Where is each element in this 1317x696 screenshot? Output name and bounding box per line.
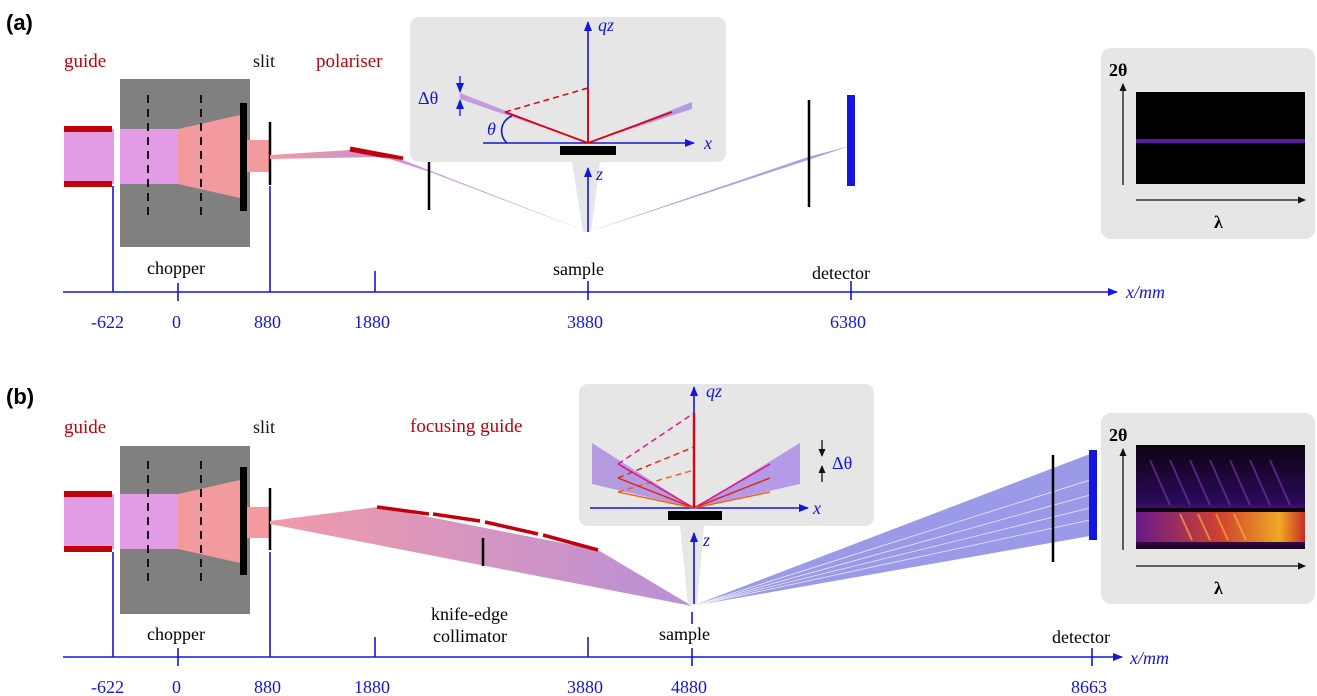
tick-label-b-6: 8663 — [1071, 677, 1107, 696]
inset-a: qz x θ Δθ z — [410, 15, 726, 232]
axis-b: -622 0 880 1880 3880 4880 8663 x/mm — [63, 552, 1169, 696]
tick-label-b-1: 0 — [172, 677, 181, 696]
detector-image-a-line — [1136, 139, 1305, 143]
tick-label-a-2: 880 — [254, 312, 281, 332]
detector-image-b-band-fringes — [1179, 513, 1247, 541]
inset-b-kf-3 — [693, 491, 771, 509]
sample-label-b: sample — [659, 624, 710, 644]
guide-beam-b — [64, 494, 114, 549]
panel-a-label: (a) — [6, 10, 33, 35]
chopper-beam-salmon — [178, 115, 240, 198]
inset-b-incident-fan — [592, 443, 694, 508]
inset-b-q-construction-1 — [617, 412, 695, 465]
inset-b-qz-label: qz — [706, 381, 722, 401]
inset-a-qz-label: qz — [598, 15, 614, 35]
guide-top-wall — [64, 126, 112, 132]
detector-label-b: detector — [1052, 627, 1110, 647]
axis-a-label: x/mm — [1125, 282, 1165, 302]
inset-b-ki-1 — [617, 463, 695, 509]
tick-label-b-5: 4880 — [671, 677, 707, 696]
inset-a-ki — [504, 111, 589, 144]
panel-b: (b) guide chopper slit focusing guide kn… — [6, 381, 1315, 696]
slit-beam-b — [247, 507, 270, 538]
slit-label-b: slit — [253, 417, 275, 437]
chopper-exit-slit-b — [240, 467, 247, 575]
chopper-beam-salmon-b — [178, 480, 240, 563]
polariser-label: polariser — [316, 51, 383, 72]
inset-b-dtheta-label: Δθ — [832, 453, 852, 473]
guide-label-b: guide — [64, 417, 106, 438]
tick-label-b-4: 3880 — [567, 677, 603, 696]
inset-b-sample — [668, 511, 722, 520]
guide-beam — [64, 129, 114, 184]
detector-a — [847, 95, 855, 186]
inset-a-z-label: z — [595, 164, 603, 184]
inset-a-background — [410, 17, 726, 232]
tick-label-a-5: 6380 — [830, 312, 866, 332]
polariser — [349, 146, 404, 162]
inset-a-theta-label: θ — [487, 119, 496, 139]
inset-a-q-construction — [504, 87, 589, 113]
inset-b: qz x Δθ z — [579, 381, 874, 604]
detector-image-b-specular-band — [1136, 512, 1305, 542]
guide-label: guide — [64, 51, 106, 72]
panel-b-label: (b) — [6, 384, 34, 409]
collimator-label-1: knife-edge — [431, 604, 508, 624]
reflected-beam-b — [692, 454, 1090, 606]
tick-label-b-3: 1880 — [354, 677, 390, 696]
tick-label-a-1: 0 — [172, 312, 181, 332]
guide-top-wall-b — [64, 491, 112, 497]
chopper-exit-slit — [240, 103, 247, 211]
inset-a-sample — [560, 146, 616, 155]
detector-image-b-y-label: 2θ — [1109, 425, 1127, 445]
guide-bottom-wall-b — [64, 546, 112, 552]
detector-b — [1089, 450, 1097, 540]
detector-image-a-x-label: λ — [1214, 212, 1223, 232]
inset-b-ki-2 — [617, 477, 695, 509]
axis-b-label: x/mm — [1129, 648, 1169, 668]
detector-image-b: 2θ λ — [1101, 413, 1315, 604]
tick-label-a-4: 3880 — [567, 312, 603, 332]
panel-a: (a) guide chopper slit polariser — [6, 10, 1315, 332]
chopper-label: chopper — [147, 258, 205, 278]
detector-label: detector — [812, 263, 870, 283]
focusing-beam — [270, 507, 692, 606]
inset-a-x-label: x — [703, 133, 712, 153]
inset-b-kf-1 — [693, 463, 771, 509]
detector-image-b-fringes — [1149, 459, 1291, 506]
slit-label: slit — [253, 51, 275, 71]
detector-image-b-shadow — [1136, 508, 1305, 512]
focusing-guide — [376, 505, 599, 552]
inset-b-reflected-fan — [694, 443, 800, 508]
chopper-label-b: chopper — [147, 624, 205, 644]
sample-label: sample — [553, 259, 604, 279]
inset-b-z-label: z — [702, 530, 710, 550]
tick-label-a-0: -622 — [91, 312, 124, 332]
incident-beam-2 — [383, 157, 588, 232]
inset-b-q-construction-3 — [617, 469, 695, 493]
tick-label-b-2: 880 — [254, 677, 281, 696]
detector-image-a-y-label: 2θ — [1109, 60, 1127, 80]
focusing-guide-label: focusing guide — [410, 416, 522, 437]
reflected-beam-b-lines — [691, 479, 1091, 607]
reflected-beam-a — [588, 146, 850, 232]
inset-b-x-label: x — [812, 498, 821, 518]
inset-a-theta-arc — [500, 115, 513, 144]
guide-bottom-wall — [64, 181, 112, 187]
detector-image-a-plot — [1136, 92, 1305, 184]
detector-image-b-x-label: λ — [1214, 578, 1223, 598]
slit-beam — [247, 140, 270, 172]
inset-b-kf-2 — [693, 477, 771, 509]
inset-b-ki-3 — [617, 491, 695, 509]
tick-label-b-0: -622 — [91, 677, 124, 696]
inset-b-q-construction-2 — [617, 446, 695, 479]
axis-a: -622 0 880 1880 3880 6380 x/mm — [63, 186, 1165, 332]
detector-image-a: 2θ λ — [1101, 48, 1315, 239]
tick-label-a-3: 1880 — [354, 312, 390, 332]
inset-a-dtheta-label: Δθ — [418, 88, 438, 108]
inset-a-kf — [587, 111, 673, 144]
collimator-label-2: collimator — [433, 626, 507, 646]
